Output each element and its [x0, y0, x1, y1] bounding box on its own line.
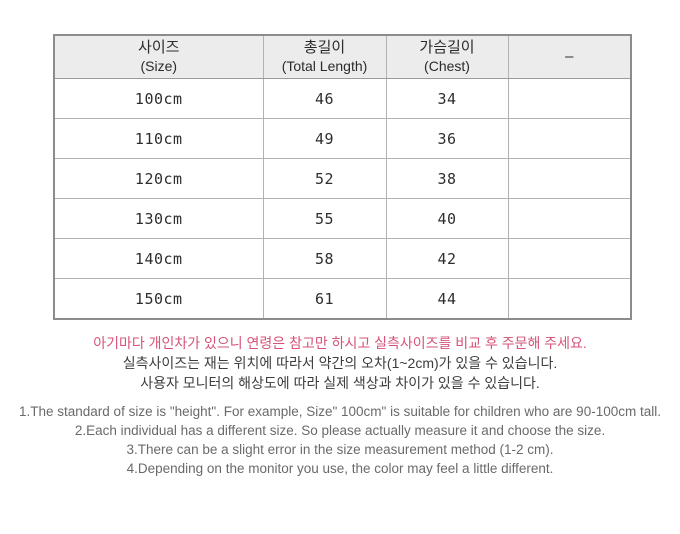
table-row: 140cm 58 42 [53, 238, 632, 279]
cell-total-length: 58 [262, 238, 387, 279]
note-highlight: 아기마다 개인차가 있으니 연령은 참고만 하시고 실측사이즈를 비교 후 주문… [93, 335, 587, 351]
header-label-en: (Chest) [424, 58, 470, 74]
note-en-line: 1.The standard of size is "height". For … [19, 404, 661, 419]
cell-extra [507, 238, 632, 279]
header-cell-size: 사이즈 (Size) [53, 34, 264, 79]
table-row: 130cm 55 40 [53, 198, 632, 239]
cell-extra [507, 158, 632, 199]
note-ko-measure: 실측사이즈는 재는 위치에 따라서 약간의 오차(1~2cm)가 있을 수 있습… [122, 355, 558, 371]
size-chart-table: 사이즈 (Size) 총길이 (Total Length) 가슴길이 (Ches… [53, 34, 632, 320]
cell-total-length: 55 [262, 198, 387, 239]
header-label-ko: 사이즈 [138, 39, 180, 56]
cell-total-length: 46 [262, 78, 387, 119]
note-en-line: 2.Each individual has a different size. … [74, 423, 606, 438]
cell-size: 100cm [53, 78, 264, 119]
header-label-en: (Size) [140, 58, 178, 74]
cell-chest: 36 [385, 118, 509, 159]
notes-english: 1.The standard of size is "height". For … [0, 402, 680, 478]
cell-extra [507, 278, 632, 320]
cell-size: 130cm [53, 198, 264, 239]
cell-size: 110cm [53, 118, 264, 159]
cell-extra [507, 198, 632, 239]
table-row: 100cm 46 34 [53, 78, 632, 119]
note-en-line: 3.There can be a slight error in the siz… [126, 442, 554, 457]
cell-chest: 38 [385, 158, 509, 199]
cell-chest: 34 [385, 78, 509, 119]
table-row: 120cm 52 38 [53, 158, 632, 199]
header-cell-total-length: 총길이 (Total Length) [262, 34, 387, 79]
header-label-ko: – [565, 48, 574, 65]
size-table-body: 100cm 46 34 110cm 49 36 120cm 52 38 130cm 55 40 140c… [53, 78, 632, 320]
table-row: 150cm 61 44 [53, 278, 632, 320]
cell-size: 120cm [53, 158, 264, 199]
header-cell-blank: – [507, 34, 632, 79]
header-cell-chest: 가슴길이 (Chest) [385, 34, 509, 79]
header-label-ko: 총길이 [303, 39, 346, 56]
cell-chest: 40 [385, 198, 509, 239]
notes-korean: 아기마다 개인차가 있으니 연령은 참고만 하시고 실측사이즈를 비교 후 주문… [0, 333, 680, 393]
note-ko-monitor: 사용자 모니터의 해상도에 따라 실제 색상과 차이가 있을 수 있습니다. [140, 375, 540, 391]
table-row: 110cm 49 36 [53, 118, 632, 159]
size-info-page: 사이즈 (Size) 총길이 (Total Length) 가슴길이 (Ches… [0, 34, 680, 534]
cell-chest: 44 [385, 278, 509, 320]
cell-extra [507, 118, 632, 159]
cell-total-length: 52 [262, 158, 387, 199]
cell-extra [507, 78, 632, 119]
table-header-row: 사이즈 (Size) 총길이 (Total Length) 가슴길이 (Ches… [53, 34, 632, 79]
note-en-line: 4.Depending on the monitor you use, the … [126, 461, 554, 476]
cell-chest: 42 [385, 238, 509, 279]
header-label-ko: 가슴길이 [419, 39, 475, 56]
cell-total-length: 49 [262, 118, 387, 159]
cell-size: 150cm [53, 278, 264, 320]
header-label-en: (Total Length) [281, 58, 368, 74]
size-chart-header: 사이즈 (Size) 총길이 (Total Length) 가슴길이 (Ches… [53, 34, 632, 79]
cell-total-length: 61 [262, 278, 387, 320]
cell-size: 140cm [53, 238, 264, 279]
